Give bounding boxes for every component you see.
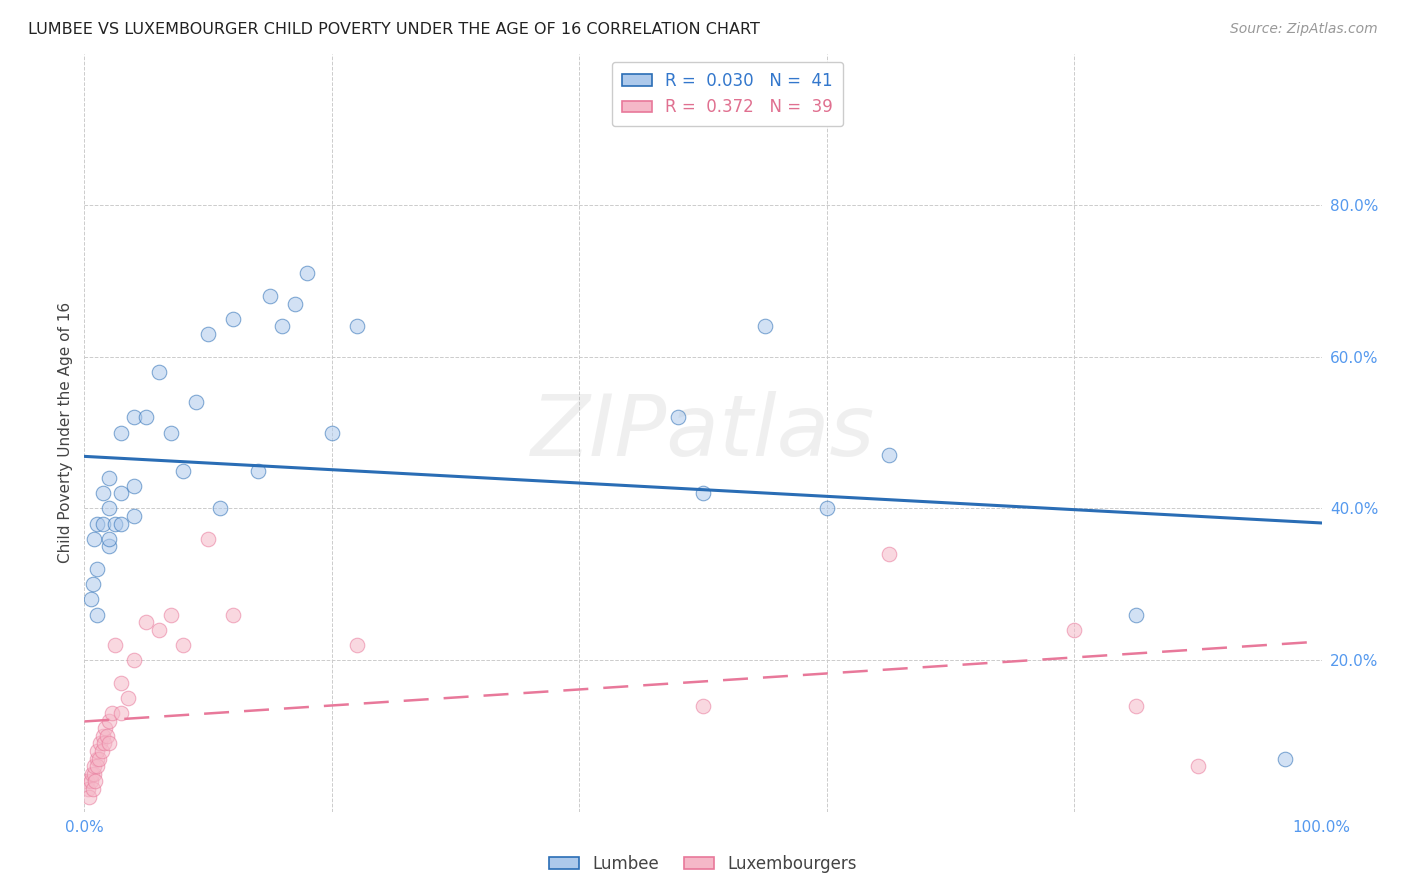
Point	[184, 395, 207, 409]
Point	[93, 737, 115, 751]
Point	[877, 547, 900, 561]
Point	[96, 729, 118, 743]
Point	[122, 410, 145, 425]
Text: ZIPatlas: ZIPatlas	[531, 391, 875, 475]
Y-axis label: Child Poverty Under the Age of 16: Child Poverty Under the Age of 16	[58, 302, 73, 563]
Point	[86, 744, 108, 758]
Point	[1274, 751, 1296, 765]
Point	[259, 289, 281, 303]
Point	[1187, 759, 1209, 773]
Point	[815, 501, 838, 516]
Point	[98, 532, 121, 546]
Point	[135, 615, 157, 630]
Point	[1125, 698, 1147, 713]
Point	[86, 751, 108, 765]
Legend: Lumbee, Luxembourgers: Lumbee, Luxembourgers	[543, 848, 863, 880]
Point	[122, 479, 145, 493]
Point	[79, 592, 101, 607]
Point	[321, 425, 343, 440]
Point	[82, 577, 104, 591]
Point	[98, 471, 121, 485]
Point	[122, 653, 145, 667]
Point	[89, 737, 111, 751]
Point	[148, 365, 170, 379]
Point	[295, 267, 318, 281]
Point	[222, 312, 245, 326]
Point	[104, 638, 127, 652]
Point	[98, 737, 121, 751]
Point	[91, 729, 114, 743]
Point	[79, 774, 101, 789]
Point	[197, 532, 219, 546]
Point	[222, 607, 245, 622]
Point	[89, 751, 111, 765]
Point	[1125, 607, 1147, 622]
Point	[160, 425, 183, 440]
Point	[122, 508, 145, 523]
Point	[86, 562, 108, 576]
Point	[83, 766, 105, 781]
Point	[94, 721, 117, 735]
Point	[197, 327, 219, 342]
Point	[754, 319, 776, 334]
Point	[82, 781, 104, 797]
Point	[86, 759, 108, 773]
Point	[877, 449, 900, 463]
Point	[172, 464, 194, 478]
Point	[209, 501, 232, 516]
Point	[90, 744, 112, 758]
Point	[100, 706, 122, 721]
Point	[692, 698, 714, 713]
Point	[110, 706, 132, 721]
Point	[246, 464, 269, 478]
Point	[91, 516, 114, 531]
Point	[86, 607, 108, 622]
Point	[83, 532, 105, 546]
Point	[271, 319, 294, 334]
Point	[98, 714, 121, 728]
Point	[284, 296, 307, 311]
Point	[84, 774, 107, 789]
Point	[104, 516, 127, 531]
Legend: R =  0.030   N =  41, R =  0.372   N =  39: R = 0.030 N = 41, R = 0.372 N = 39	[612, 62, 844, 126]
Point	[86, 516, 108, 531]
Point	[110, 486, 132, 500]
Point	[77, 781, 100, 797]
Point	[135, 410, 157, 425]
Point	[1063, 623, 1085, 637]
Point	[79, 789, 101, 804]
Point	[110, 676, 132, 690]
Point	[91, 486, 114, 500]
Point	[110, 516, 132, 531]
Point	[346, 319, 368, 334]
Point	[98, 501, 121, 516]
Point	[76, 774, 98, 789]
Point	[346, 638, 368, 652]
Point	[692, 486, 714, 500]
Text: Source: ZipAtlas.com: Source: ZipAtlas.com	[1230, 22, 1378, 37]
Point	[666, 410, 689, 425]
Point	[110, 425, 132, 440]
Point	[80, 766, 103, 781]
Point	[148, 623, 170, 637]
Point	[160, 607, 183, 622]
Point	[172, 638, 194, 652]
Text: LUMBEE VS LUXEMBOURGER CHILD POVERTY UNDER THE AGE OF 16 CORRELATION CHART: LUMBEE VS LUXEMBOURGER CHILD POVERTY UND…	[28, 22, 761, 37]
Point	[83, 759, 105, 773]
Point	[98, 539, 121, 553]
Point	[117, 690, 139, 705]
